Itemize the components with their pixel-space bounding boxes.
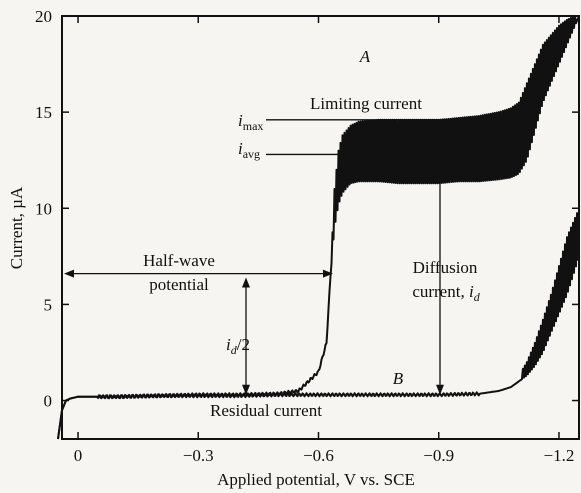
y-axis-title: Current, µA	[7, 186, 26, 269]
x-tick-label: −1.2	[544, 446, 575, 465]
curve-b	[57, 208, 580, 440]
half-wave-arrowhead-left	[64, 269, 74, 278]
annotation-layer	[64, 119, 457, 395]
x-tick-label: −0.6	[303, 446, 334, 465]
id-half-tail: /2	[237, 335, 250, 354]
diffusion-arrowhead	[436, 384, 444, 395]
ticks-layer: 0 −0.3 −0.6 −0.9 −1.2 0 5 10 15 20	[35, 7, 579, 465]
curve-a	[57, 15, 580, 440]
id-half-symbol: i	[226, 335, 231, 354]
id-half-subscript: d	[231, 343, 238, 357]
id-half-arrowhead-bottom	[242, 384, 250, 395]
diffusion-symbol: i	[469, 282, 474, 301]
half-wave-label-line1: Half-wave	[143, 251, 215, 270]
i-max-label: imax	[238, 111, 263, 133]
limiting-current-label: Limiting current	[310, 94, 422, 113]
i-max-symbol: i	[238, 111, 243, 130]
diffusion-label-text: current,	[412, 282, 469, 301]
y-tick-label: 15	[35, 103, 52, 122]
i-avg-subscript: avg	[243, 147, 260, 161]
id-half-arrowhead-top	[242, 277, 250, 288]
x-tick-label: 0	[74, 446, 83, 465]
y-tick-label: 0	[44, 392, 53, 411]
plot-frame	[61, 15, 580, 440]
half-wave-label-line2: potential	[149, 275, 209, 294]
residual-current-label: Residual current	[210, 401, 322, 420]
diffusion-label-line2: current, id	[412, 282, 480, 304]
y-tick-label: 5	[44, 295, 53, 314]
axes-layer	[61, 15, 580, 440]
x-tick-label: −0.3	[183, 446, 214, 465]
half-wave-arrowhead-right	[323, 269, 333, 278]
diffusion-label-line1: Diffusion	[413, 258, 478, 277]
x-tick-label: −0.9	[423, 446, 454, 465]
y-tick-label: 20	[35, 7, 52, 26]
i-avg-label: iavg	[238, 139, 260, 161]
curve-b-label: B	[393, 369, 404, 388]
y-tick-label: 10	[35, 199, 52, 218]
x-axis-title: Applied potential, V vs. SCE	[217, 470, 415, 489]
diffusion-subscript: d	[474, 290, 481, 304]
curve-layer	[57, 15, 580, 440]
id-half-label: id/2	[226, 335, 250, 357]
curve-a-label: A	[359, 47, 371, 66]
i-max-subscript: max	[243, 119, 264, 133]
i-avg-symbol: i	[238, 139, 243, 158]
